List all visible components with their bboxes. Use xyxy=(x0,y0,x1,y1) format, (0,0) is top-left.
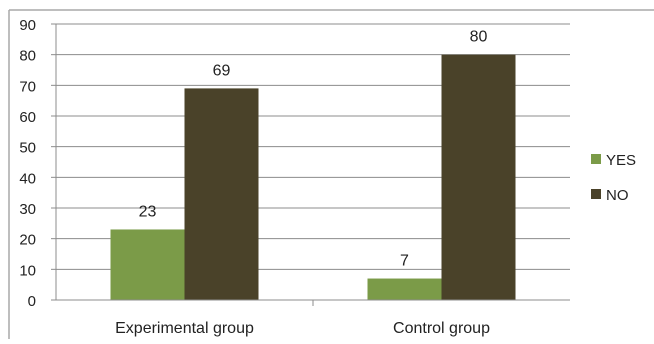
data-label: 7 xyxy=(400,253,409,270)
y-tick-label: 80 xyxy=(19,48,36,65)
legend-swatch-no xyxy=(591,189,601,199)
legend-label-no: NO xyxy=(606,187,629,204)
y-tick-label: 90 xyxy=(19,17,36,34)
y-tick-label: 70 xyxy=(19,78,36,95)
bar-yes-1 xyxy=(367,278,442,300)
bar-yes-0 xyxy=(110,229,185,300)
bar-no-1 xyxy=(441,54,516,300)
bar-no-0 xyxy=(184,88,259,301)
x-category-label: Experimental group xyxy=(115,320,254,337)
legend-label-yes: YES xyxy=(606,152,636,169)
data-label: 69 xyxy=(213,62,231,79)
bars xyxy=(110,54,516,301)
y-tick-label: 0 xyxy=(28,293,36,310)
x-category-label: Control group xyxy=(393,320,490,337)
data-label: 23 xyxy=(139,203,157,220)
data-label: 80 xyxy=(470,29,488,46)
legend: YES NO xyxy=(591,152,636,204)
data-labels: 23 69 7 80 xyxy=(139,29,488,270)
y-tick-label: 10 xyxy=(19,262,36,279)
y-tick-label: 60 xyxy=(19,109,36,126)
legend-swatch-yes xyxy=(591,154,601,164)
y-tick-label: 30 xyxy=(19,201,36,218)
y-tick-label: 50 xyxy=(19,140,36,157)
y-tick-label: 40 xyxy=(19,170,36,187)
y-tick-label: 20 xyxy=(19,232,36,249)
axes: 0 10 20 30 40 50 60 70 80 90 Experimental group Con… xyxy=(19,17,570,337)
